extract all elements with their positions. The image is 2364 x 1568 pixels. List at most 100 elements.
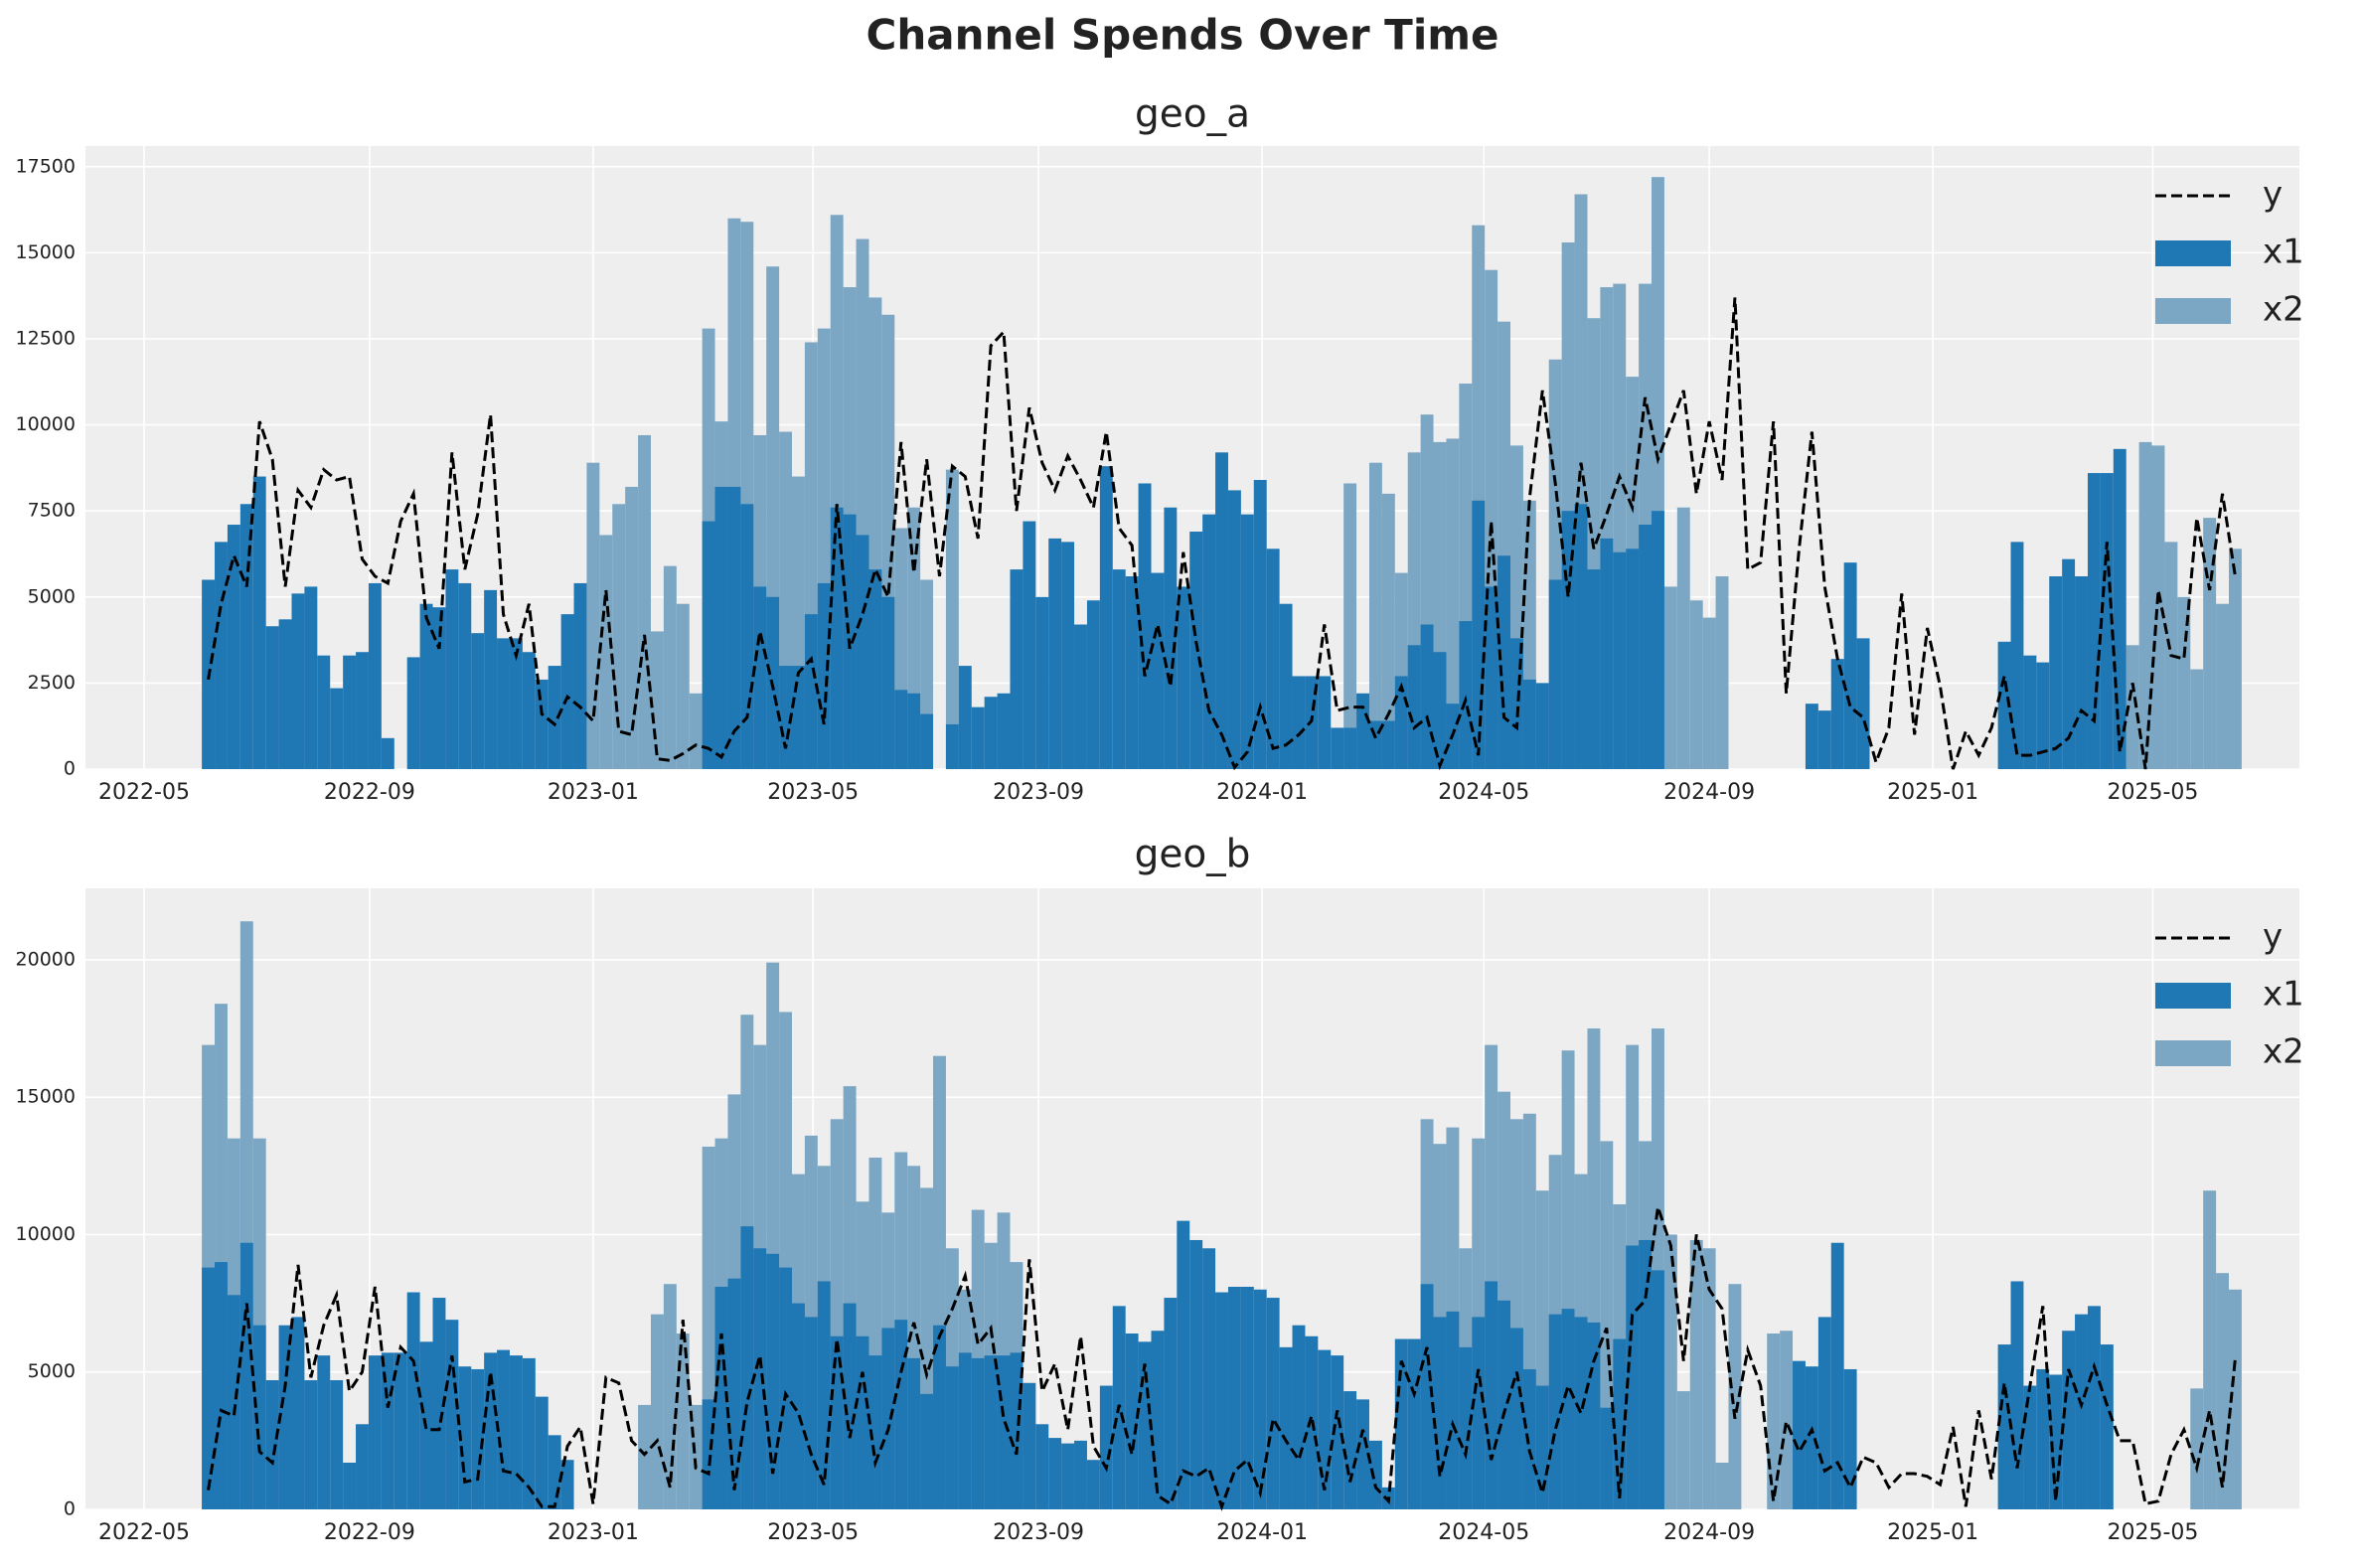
bar: [471, 1368, 485, 1509]
bar: [971, 706, 985, 769]
bar: [1177, 586, 1190, 769]
legend-label: x1: [2263, 233, 2304, 272]
bar: [1626, 549, 1640, 769]
x-tick-label: 2025-05: [2107, 1520, 2198, 1545]
bar: [638, 1404, 651, 1509]
bar: [1843, 1368, 1857, 1509]
y-tick-label: 7500: [28, 500, 76, 522]
bar: [2100, 473, 2114, 769]
bar: [1997, 641, 2011, 769]
bar: [971, 1357, 985, 1509]
bar: [2203, 1190, 2217, 1509]
bar: [1164, 507, 1178, 769]
y-tick-label: 5000: [28, 1360, 76, 1382]
x-tick-label: 2024-05: [1438, 780, 1529, 805]
bar: [497, 1349, 510, 1509]
bar: [1522, 679, 1536, 769]
bar: [278, 1325, 292, 1509]
x-tick-label: 2023-09: [993, 1520, 1084, 1545]
bar: [599, 535, 613, 769]
bar: [1561, 1309, 1575, 1509]
bar: [1151, 572, 1165, 769]
bar: [1767, 1333, 1781, 1509]
bar: [458, 582, 472, 769]
legend: y x1 x2: [2155, 917, 2304, 1072]
bar: [663, 565, 677, 769]
bar: [1331, 727, 1344, 769]
bar: [1639, 1239, 1653, 1509]
y-tick-label: 17500: [16, 155, 76, 177]
bar: [1074, 1440, 1087, 1509]
bar: [265, 626, 279, 769]
bar: [2010, 542, 2024, 769]
bar: [1189, 1239, 1203, 1509]
bar: [997, 693, 1011, 769]
bar: [406, 657, 420, 769]
bar: [1240, 514, 1254, 769]
bar: [2113, 448, 2127, 769]
bar: [2216, 603, 2229, 769]
bar: [676, 1333, 690, 1509]
bar: [920, 1393, 934, 1509]
bar: [984, 697, 998, 769]
bar: [1728, 1284, 1742, 1509]
legend-swatch: [2155, 1040, 2231, 1066]
bar: [1048, 538, 1062, 769]
bar: [1061, 542, 1075, 769]
bar: [1561, 511, 1575, 769]
bar: [868, 569, 882, 769]
bar: [984, 1355, 998, 1509]
legend-label: x2: [2263, 290, 2304, 330]
y-tick-label: 2500: [28, 672, 76, 694]
bar: [1177, 1220, 1190, 1509]
bar: [1099, 1385, 1113, 1509]
bar: [881, 596, 895, 769]
bar: [1112, 569, 1126, 769]
bar: [1356, 693, 1369, 769]
bar: [1010, 569, 1024, 769]
bar: [1574, 504, 1588, 769]
bar: [2075, 1314, 2088, 1509]
bar: [1381, 720, 1395, 769]
bar: [727, 486, 741, 769]
bar: [727, 1278, 741, 1509]
bar: [1689, 600, 1703, 769]
bar: [1074, 624, 1087, 769]
x-tick-label: 2024-05: [1438, 1520, 1529, 1545]
bar: [1215, 1292, 1228, 1509]
bar: [1574, 1317, 1588, 1509]
bar: [1459, 1346, 1473, 1509]
x-tick-label: 2025-01: [1887, 780, 1978, 805]
bar: [920, 713, 934, 769]
bar: [907, 693, 921, 769]
bar: [1522, 1368, 1536, 1509]
bar: [381, 737, 394, 769]
bar: [509, 1355, 523, 1509]
bar: [1048, 1438, 1062, 1509]
bar: [1420, 624, 1434, 769]
bar: [868, 1355, 882, 1509]
bar: [958, 666, 972, 769]
bar: [445, 1320, 459, 1509]
x-tick-label: 2024-01: [1216, 1520, 1308, 1545]
bar: [1805, 1366, 1818, 1509]
line: [207, 1206, 2237, 1511]
bar: [471, 633, 485, 769]
bar: [638, 434, 651, 769]
bar: [1446, 438, 1460, 769]
bar: [573, 582, 587, 769]
legend-label: x1: [2263, 975, 2304, 1015]
bar: [1600, 538, 1614, 769]
bar: [215, 1262, 228, 1509]
bar: [1086, 600, 1100, 769]
legend: y x1 x2: [2155, 175, 2304, 330]
bar: [419, 603, 433, 769]
bar: [291, 593, 305, 769]
bar: [215, 542, 228, 769]
bar: [1368, 1440, 1382, 1509]
bar: [2228, 549, 2242, 769]
bar: [1689, 1239, 1703, 1509]
bar: [1652, 1270, 1664, 1509]
bar: [1125, 576, 1139, 769]
